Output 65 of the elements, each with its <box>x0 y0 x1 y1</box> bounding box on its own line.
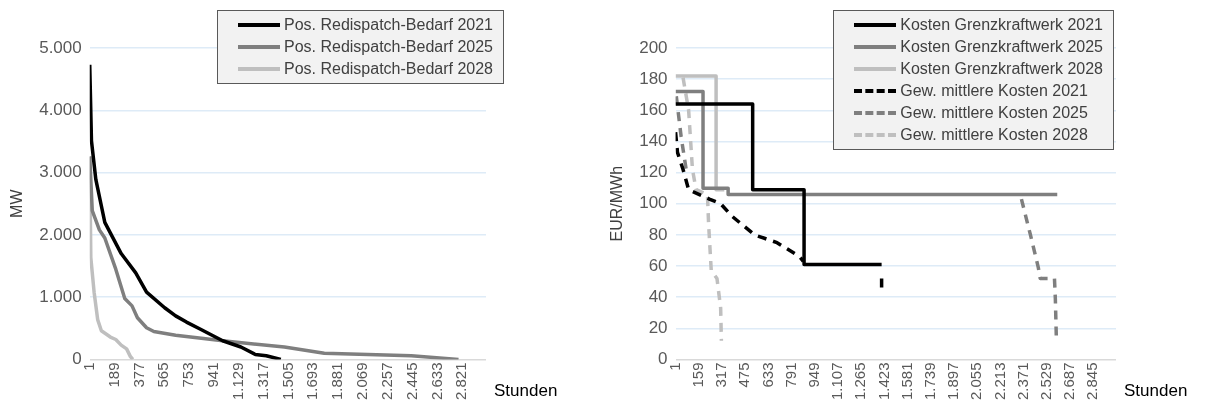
y-axis-title: EUR/MWh <box>608 165 626 242</box>
x-tick-label: 189 <box>104 362 122 388</box>
x-tick-label: 1.693 <box>303 362 321 401</box>
x-tick-label: 1.129 <box>228 362 246 401</box>
x-axis-title: Stunden <box>1124 381 1188 401</box>
x-tick-label: 633 <box>758 362 776 388</box>
x-tick-label: 2.845 <box>1083 362 1101 401</box>
x-tick-label: 2.213 <box>990 362 1008 401</box>
x-tick-label: 2.069 <box>353 362 371 401</box>
x-tick-label: 317 <box>712 362 730 388</box>
y-axis-title: MW <box>8 188 26 218</box>
x-tick-label: 753 <box>179 362 197 388</box>
y-tick-label: 100 <box>639 193 668 213</box>
legend-label: Gew. mittlere Kosten 2028 <box>900 126 1088 144</box>
y-tick-label: 60 <box>648 255 668 275</box>
x-tick-label: 565 <box>154 362 172 388</box>
x-tick-label: 2.445 <box>402 362 420 401</box>
x-tick-label: 2.687 <box>1060 362 1078 401</box>
y-tick-label: 3.000 <box>39 162 82 182</box>
x-tick-label: 1.505 <box>278 362 296 401</box>
legend-label: Kosten Grenzkraftwerk 2021 <box>900 16 1103 34</box>
y-tick-label: 20 <box>648 318 668 337</box>
x-tick-label: 941 <box>204 362 222 388</box>
x-tick-label: 1.423 <box>874 362 892 401</box>
y-tick-label: 1.000 <box>39 286 82 306</box>
x-tick-label: 377 <box>129 362 147 388</box>
x-tick-label: 2.821 <box>452 362 470 401</box>
y-tick-label: 140 <box>639 131 668 151</box>
legend-label: Gew. mittlere Kosten 2025 <box>900 104 1088 122</box>
x-tick-label: 2.633 <box>427 362 445 401</box>
x-tick-label: 1.739 <box>920 362 938 401</box>
x-tick-label: 2.529 <box>1036 362 1054 401</box>
x-tick-label: 2.371 <box>1013 362 1031 401</box>
x-tick-label: 475 <box>735 362 753 388</box>
x-tick-label: 1 <box>665 362 683 371</box>
x-tick-label: 1.897 <box>944 362 962 401</box>
x-tick-label: 1.317 <box>253 362 271 401</box>
legend-label: Pos. Redispatch-Bedarf 2025 <box>283 38 493 56</box>
x-tick-label: 159 <box>688 362 706 388</box>
x-tick-label: 2.257 <box>377 362 395 401</box>
legend-label: Kosten Grenzkraftwerk 2028 <box>900 60 1103 78</box>
x-tick-label: 1.881 <box>328 362 346 401</box>
x-tick-label: 1.107 <box>828 362 846 401</box>
x-tick-label: 1.265 <box>851 362 869 401</box>
y-tick-label: 4.000 <box>39 99 82 119</box>
y-tick-label: 200 <box>639 37 668 57</box>
x-axis-title: Stunden <box>494 381 558 401</box>
y-tick-label: 180 <box>639 68 668 88</box>
x-tick-label: 2.055 <box>967 362 985 401</box>
y-tick-label: 160 <box>639 99 668 119</box>
x-tick-label: 791 <box>781 362 799 388</box>
y-tick-label: 80 <box>648 224 668 244</box>
y-tick-label: 5.000 <box>39 37 82 57</box>
legend-label: Kosten Grenzkraftwerk 2025 <box>900 38 1103 56</box>
y-tick-label: 0 <box>72 349 82 369</box>
x-tick-label: 1.581 <box>897 362 915 401</box>
y-tick-label: 120 <box>639 162 668 182</box>
y-tick-label: 40 <box>648 286 668 306</box>
x-tick-label: 1 <box>79 362 97 371</box>
y-tick-label: 0 <box>658 349 668 369</box>
x-tick-label: 949 <box>804 362 822 388</box>
legend-label: Gew. mittlere Kosten 2021 <box>900 82 1088 100</box>
legend-label: Pos. Redispatch-Bedarf 2021 <box>283 16 493 34</box>
legend-label: Pos. Redispatch-Bedarf 2028 <box>283 60 493 78</box>
y-tick-label: 2.000 <box>39 224 82 244</box>
